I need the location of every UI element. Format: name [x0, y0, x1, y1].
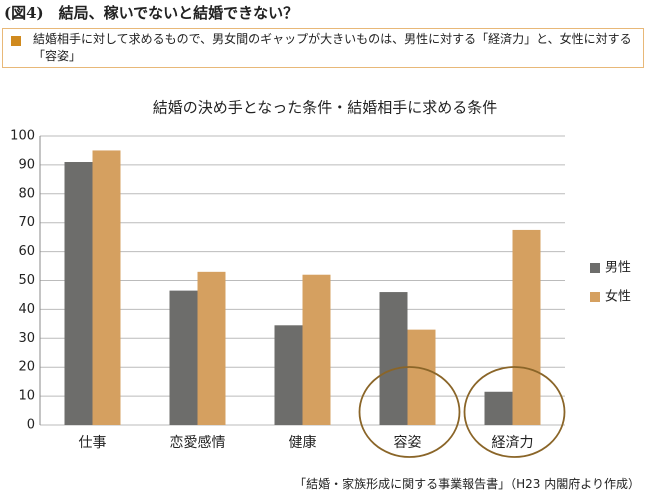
bar: [274, 325, 303, 425]
x-tick-label: 容姿: [394, 434, 422, 451]
legend-label: 男性: [605, 261, 631, 276]
y-tick-label: 10: [18, 389, 35, 404]
y-tick-label: 30: [18, 331, 35, 346]
y-tick-label: 100: [10, 129, 35, 144]
note-box: 結婚相手に対して求めるもので、男女間のギャップが大きいものは、男性に対する「経済…: [2, 28, 644, 68]
y-tick-label: 80: [18, 186, 35, 201]
x-tick-label: 経済力: [492, 435, 534, 451]
x-tick-label: 恋愛感情: [170, 434, 226, 451]
y-tick-label: 60: [18, 244, 35, 259]
highlight-circle: [358, 366, 461, 458]
source: 「結婚・家族形成に関する事業報告書」（H23 内閣府より作成）: [294, 477, 640, 491]
bar: [64, 162, 93, 425]
bar: [512, 229, 541, 425]
bullet: [11, 36, 21, 46]
bar: [197, 271, 226, 425]
page-title: (図4) 結局、稼いでないと結婚できない？: [4, 4, 299, 22]
legend-label: 女性: [605, 289, 631, 305]
highlight-circle: [463, 366, 566, 458]
bar: [92, 150, 121, 425]
x-tick-label: 仕事: [79, 435, 107, 451]
legend-swatch: [590, 292, 600, 302]
y-tick-label: 50: [18, 273, 35, 288]
y-tick-label: 40: [18, 302, 35, 317]
y-tick-label: 20: [18, 360, 35, 375]
y-tick-label: 0: [27, 418, 35, 433]
x-tick-label: 健康: [289, 434, 317, 451]
bar: [407, 329, 436, 425]
y-tick-label: 70: [18, 215, 35, 230]
chart-title: 結婚の決め手となった条件・結婚相手に求める条件: [153, 99, 498, 117]
note-text: 結婚相手に対して求めるもので、男女間のギャップが大きいものは、男性に対する「経済…: [33, 32, 632, 63]
y-tick-label: 90: [18, 157, 35, 172]
legend-swatch: [590, 263, 600, 273]
bar: [302, 274, 331, 425]
bar: [169, 290, 198, 425]
bar: [484, 391, 513, 425]
bar: [379, 292, 408, 425]
